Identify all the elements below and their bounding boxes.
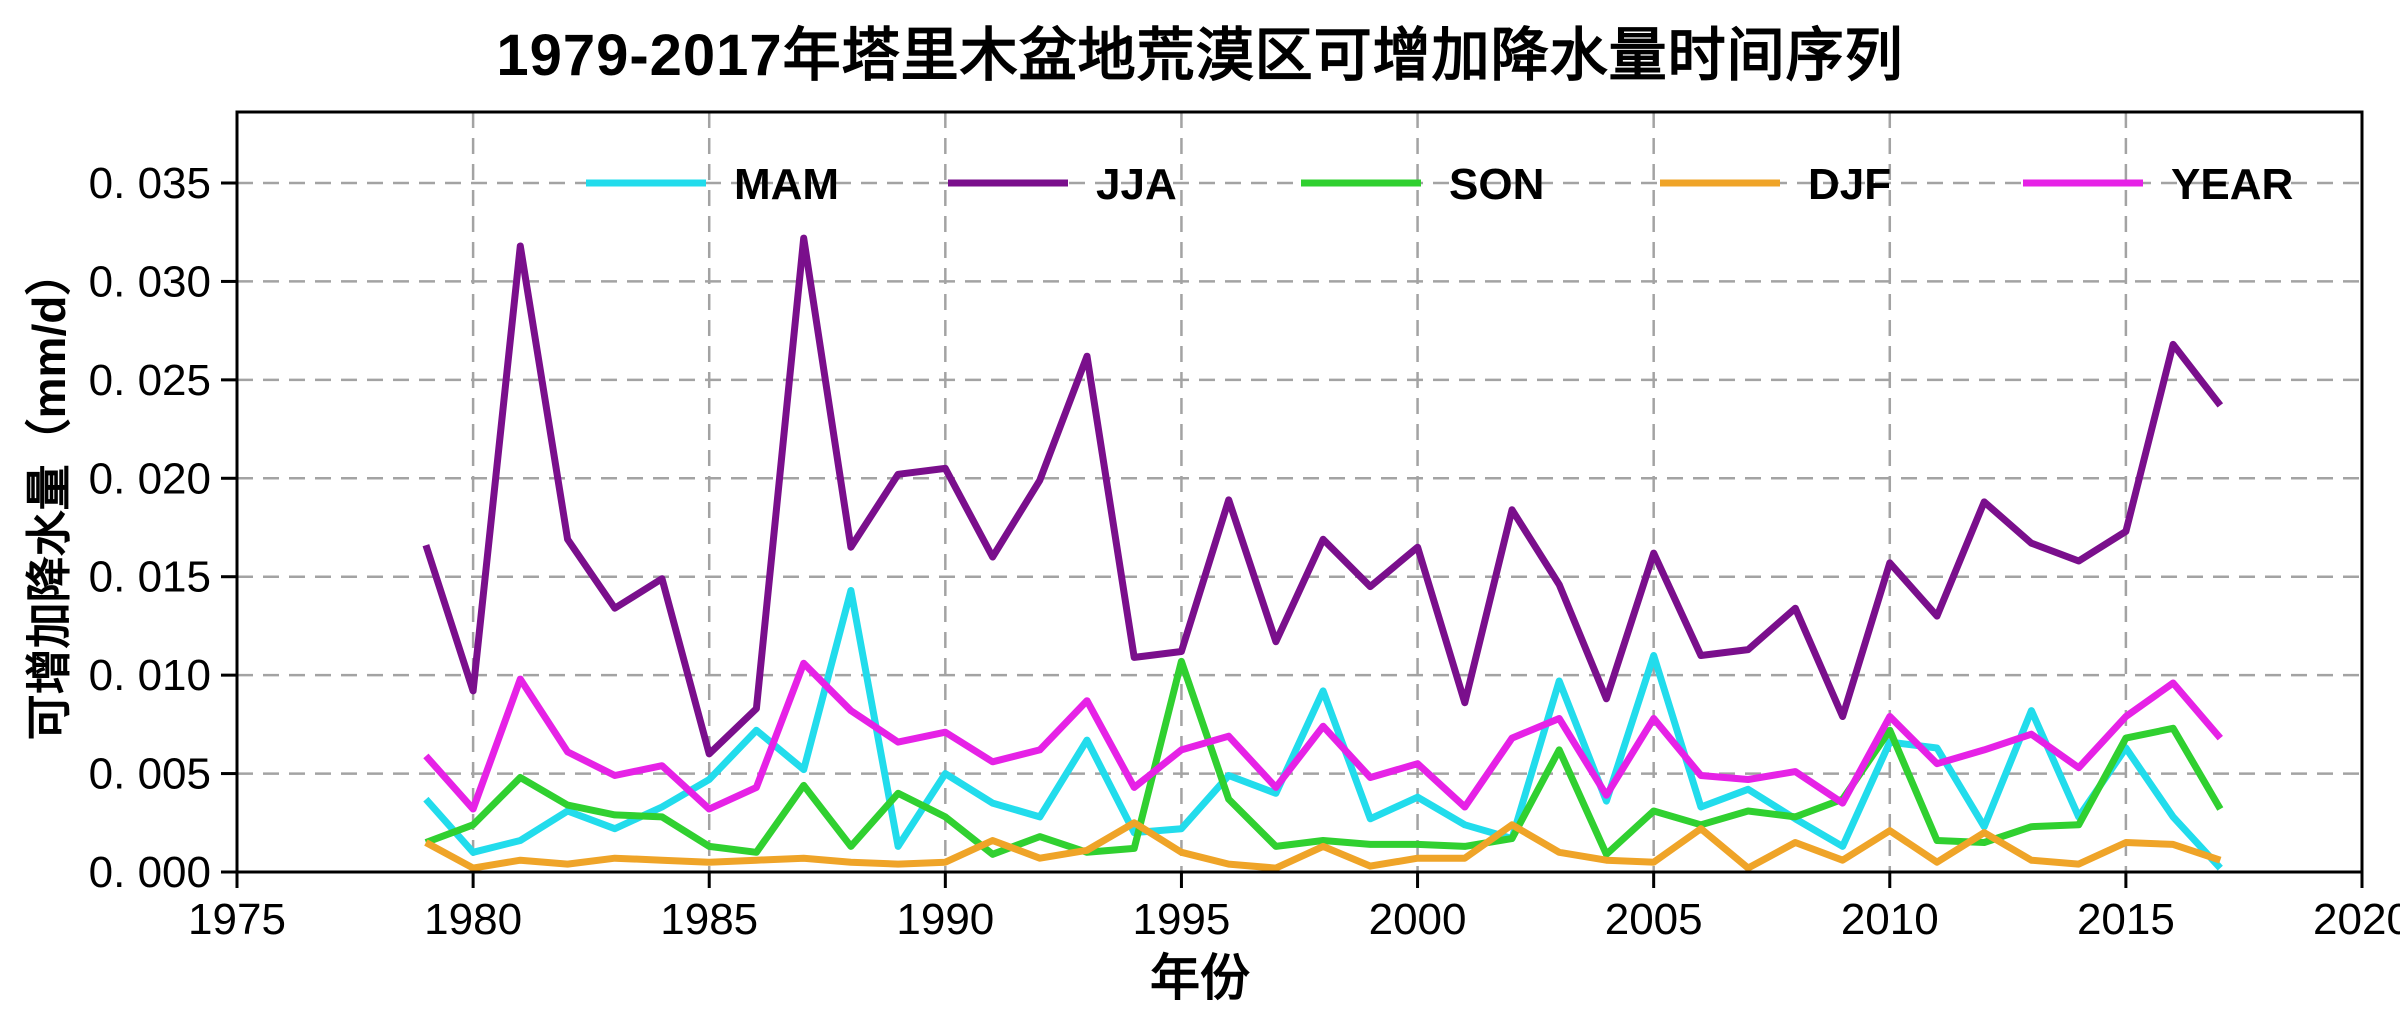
y-tick-label: 0. 020 <box>89 454 211 503</box>
x-tick-label: 1995 <box>1132 895 1230 944</box>
series-line-SON <box>424 657 2224 858</box>
y-tick-label: 0. 030 <box>89 257 211 306</box>
legend-label-MAM: MAM <box>734 160 839 209</box>
series-line-DJF <box>424 819 2222 872</box>
plot-frame <box>235 110 2364 874</box>
y-tick-label: 0. 010 <box>89 651 211 700</box>
x-tick-label: 1985 <box>660 895 758 944</box>
x-tick-label: 2005 <box>1605 895 1703 944</box>
y-tick-label: 0. 035 <box>89 159 211 208</box>
x-tick-label: 2020 <box>2313 895 2400 944</box>
x-tick-label: 2010 <box>1841 895 1939 944</box>
legend-label-YEAR: YEAR <box>2171 160 2293 209</box>
x-tick-label: 1990 <box>896 895 994 944</box>
y-tick-label: 0. 000 <box>89 848 211 897</box>
x-axis-title: 年份 <box>1150 950 1250 1006</box>
chart-title: 1979-2017年塔里木盆地荒漠区可增加降水量时间序列 <box>496 23 1904 88</box>
y-axis-title: 可增加降水量（mm/d） <box>23 249 75 741</box>
x-tick-label: 1975 <box>188 895 286 944</box>
legend-label-DJF: DJF <box>1808 160 1891 209</box>
series-line-YEAR <box>423 659 2223 813</box>
series-line-JJA <box>422 234 2224 758</box>
y-tick-label: 0. 015 <box>89 553 211 602</box>
x-tick-label: 2015 <box>2077 895 2175 944</box>
y-tick-label: 0. 025 <box>89 356 211 405</box>
x-tick-label: 1980 <box>424 895 522 944</box>
x-tick-label: 2000 <box>1369 895 1467 944</box>
legend-label-JJA: JJA <box>1096 160 1177 209</box>
legend-label-SON: SON <box>1449 160 1544 209</box>
y-tick-label: 0. 005 <box>89 750 211 799</box>
